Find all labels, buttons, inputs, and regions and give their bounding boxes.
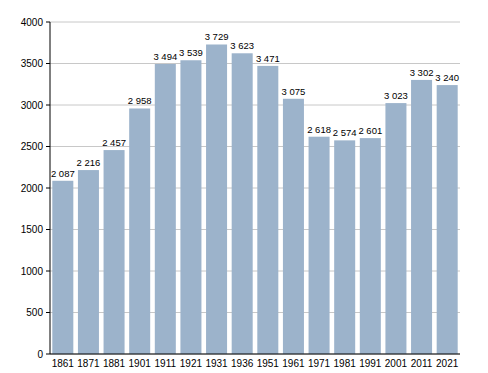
x-tick-label: 2001 xyxy=(385,358,408,369)
y-tick-label: 500 xyxy=(26,307,43,318)
y-tick xyxy=(46,271,50,272)
y-tick-label: 2000 xyxy=(21,183,44,194)
data-label: 2 601 xyxy=(358,125,382,136)
x-tick-label: 1881 xyxy=(103,358,126,369)
bar xyxy=(180,60,201,354)
bar xyxy=(232,53,253,354)
x-tick-label: 1981 xyxy=(334,358,357,369)
data-label: 2 958 xyxy=(128,95,152,106)
data-label: 3 623 xyxy=(230,40,254,51)
x-tick-label: 1961 xyxy=(282,358,305,369)
chart-container: 0 500 1000 1500 2000 2500 3000 3500 4000 18611871… xyxy=(0,0,488,373)
y-tick xyxy=(46,354,50,355)
y-tick-label: 2500 xyxy=(21,141,44,152)
y-tick-label: 1500 xyxy=(21,224,44,235)
y-axis xyxy=(50,22,51,354)
bar xyxy=(206,44,227,354)
bar xyxy=(129,108,150,354)
y-tick xyxy=(46,146,50,147)
x-tick-label: 1911 xyxy=(155,358,177,369)
y-tick xyxy=(46,63,50,64)
x-tick-label: 1951 xyxy=(257,358,280,369)
y-tick xyxy=(46,188,50,189)
bar xyxy=(52,181,73,354)
y-tick-label: 0 xyxy=(37,349,43,360)
grid-line xyxy=(50,354,460,355)
x-tick-label: 1901 xyxy=(129,358,152,369)
x-tick-label: 1971 xyxy=(308,358,331,369)
y-tick-label: 3500 xyxy=(21,58,44,69)
x-tick-label: 1921 xyxy=(180,358,203,369)
x-tick-label: 2021 xyxy=(436,358,459,369)
data-label: 3 075 xyxy=(282,86,306,97)
data-label: 3 539 xyxy=(179,47,203,58)
bar xyxy=(411,80,432,354)
data-label: 2 618 xyxy=(307,124,331,135)
chart: 0 500 1000 1500 2000 2500 3000 3500 4000 18611871… xyxy=(0,0,488,373)
data-label: 2 087 xyxy=(51,168,75,179)
x-tick-label: 1861 xyxy=(52,358,75,369)
bar xyxy=(385,103,406,354)
y-tick xyxy=(46,22,50,23)
bar xyxy=(360,138,381,354)
y-tick-label: 4000 xyxy=(21,17,44,28)
x-tick-label: 1931 xyxy=(205,358,228,369)
bar xyxy=(283,99,304,354)
bar xyxy=(104,150,125,354)
data-label: 3 023 xyxy=(384,90,408,101)
bar xyxy=(155,64,176,354)
bar xyxy=(257,66,278,354)
grid-line xyxy=(50,22,460,23)
x-axis xyxy=(50,354,460,355)
y-tick xyxy=(46,312,50,313)
bar xyxy=(309,137,330,354)
data-label: 3 471 xyxy=(256,53,280,64)
data-label: 3 729 xyxy=(205,31,229,42)
x-tick-label: 1871 xyxy=(77,358,100,369)
y-tick xyxy=(46,105,50,106)
data-label: 3 240 xyxy=(435,72,459,83)
data-label: 2 457 xyxy=(102,137,126,148)
x-tick-label: 1936 xyxy=(231,358,254,369)
data-label: 3 494 xyxy=(153,51,177,62)
bar xyxy=(334,140,355,354)
x-tick-label: 2011 xyxy=(411,358,433,369)
y-tick-label: 3000 xyxy=(21,100,44,111)
y-tick xyxy=(46,229,50,230)
y-tick-label: 1000 xyxy=(21,266,44,277)
bars xyxy=(52,44,457,354)
data-label: 2 216 xyxy=(77,157,101,168)
bar xyxy=(78,170,99,354)
bar xyxy=(437,85,458,354)
data-label: 3 302 xyxy=(410,67,434,78)
x-tick-label: 1991 xyxy=(359,358,382,369)
data-label: 2 574 xyxy=(333,127,357,138)
